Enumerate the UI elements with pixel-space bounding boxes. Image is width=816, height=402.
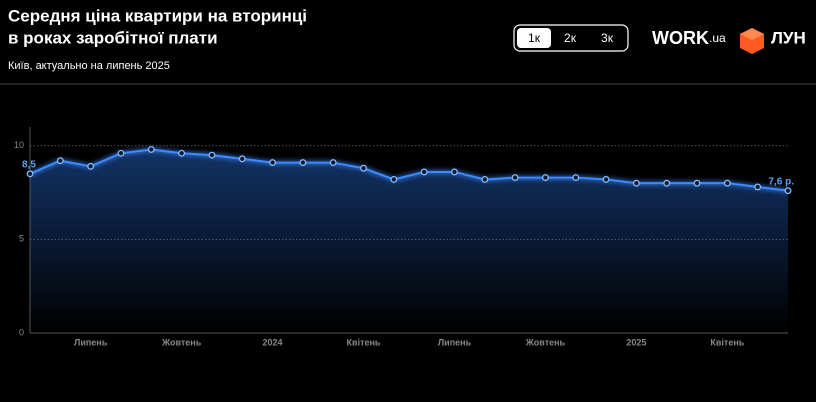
- point: [420, 168, 428, 176]
- point: [87, 162, 95, 170]
- point: [602, 176, 610, 183]
- point: [511, 174, 519, 181]
- logo-work: WORK.ua: [652, 28, 726, 48]
- point: [299, 159, 307, 166]
- x-tick-label: Жовтень: [525, 337, 566, 347]
- point: [481, 176, 489, 183]
- point: [329, 159, 337, 166]
- point: [238, 155, 246, 163]
- point: [693, 179, 701, 187]
- button[interactable]: 1к: [528, 31, 541, 45]
- y-tick-label: 0: [19, 327, 24, 337]
- point: [784, 187, 792, 195]
- point: [572, 174, 580, 181]
- point: [754, 183, 762, 191]
- x-tick-label: Квітень: [347, 337, 381, 347]
- title: Середня ціна квартири на вторинці: [8, 6, 307, 25]
- point: [633, 179, 640, 187]
- button-selected[interactable]: [517, 28, 551, 48]
- line: [29, 148, 789, 192]
- x-tick-label: Липень: [74, 337, 108, 347]
- value-label: 8,5: [22, 159, 36, 170]
- point: [178, 149, 186, 157]
- logo-lun: ЛУН: [771, 28, 806, 47]
- point: [723, 179, 731, 187]
- subtitle: Київ, актуально на липень 2025: [8, 60, 170, 72]
- x-tick-label: Жовтень: [161, 337, 202, 347]
- point: [542, 174, 549, 181]
- button[interactable]: 3к: [601, 31, 614, 45]
- point: [147, 146, 155, 153]
- y-tick-label: 5: [19, 234, 24, 244]
- point: [269, 159, 276, 166]
- point: [26, 170, 34, 178]
- logo-lun-icon: [740, 28, 764, 54]
- y-tick-label: 10: [14, 140, 24, 150]
- area: [30, 149, 788, 333]
- title: в роках заробітної плати: [8, 28, 218, 47]
- x-tick-label: 2025: [626, 337, 646, 347]
- point: [390, 176, 398, 183]
- point: [117, 149, 125, 157]
- x-tick-label: 2024: [263, 337, 283, 347]
- x-tick-label: Квітень: [710, 337, 744, 347]
- value-label: 7,6 р.: [768, 176, 794, 187]
- point: [208, 151, 216, 159]
- point: [663, 179, 671, 187]
- point: [360, 164, 367, 172]
- x-tick-label: Липень: [438, 337, 472, 347]
- point: [451, 168, 458, 176]
- button[interactable]: 2к: [564, 31, 577, 45]
- point: [56, 157, 64, 165]
